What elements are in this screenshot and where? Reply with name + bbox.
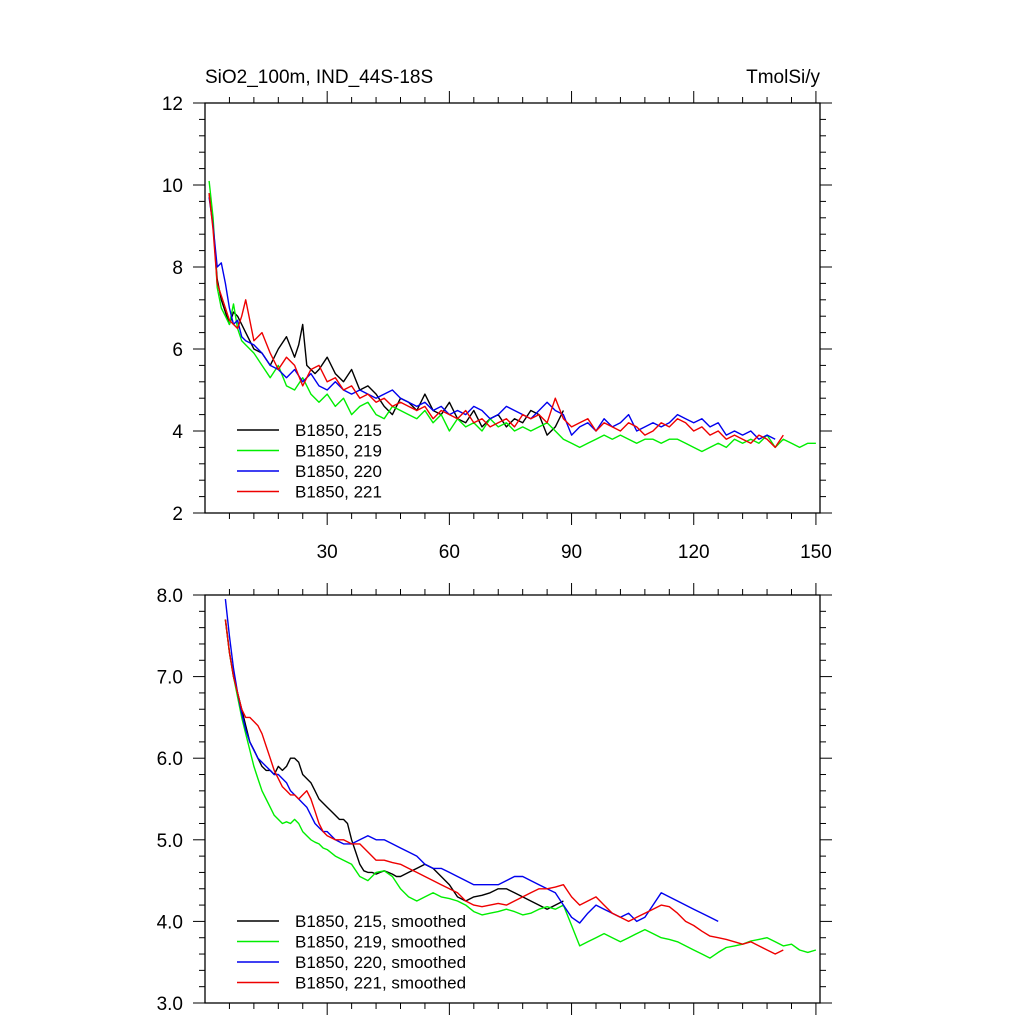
series-line-b1850-221 <box>208 193 784 449</box>
x-tick-label: 90 <box>561 542 582 563</box>
x-tick-label: 120 <box>678 542 710 563</box>
smoothed-chart-panel: 3.0 4.0 5.0 6.0 7.0 8.0 B1850, 215, smoothed B1… <box>157 583 832 1015</box>
y-tick-label: 12 <box>162 94 183 115</box>
y-tick-label: 6 <box>172 340 183 361</box>
x-tick-label: 150 <box>800 542 832 563</box>
legend-label-b1850-219: B1850, 219 <box>295 442 382 461</box>
legend-label-b1850-219-smoothed: B1850, 219, smoothed <box>295 933 466 952</box>
plot-frame <box>204 594 821 1004</box>
x-tick-label: 30 <box>317 542 338 563</box>
figure-title-left: SiO2_100m, IND_44S-18S <box>205 67 433 88</box>
x-tick-label: 60 <box>439 542 460 563</box>
plot-frame <box>204 102 821 514</box>
series-line-b1850-220-smoothed <box>224 599 719 924</box>
y-tick-label: 7.0 <box>157 668 183 689</box>
series-line-b1850-219 <box>208 180 816 453</box>
legend-label-b1850-220: B1850, 220 <box>295 462 382 481</box>
series-line-b1850-215 <box>208 193 565 436</box>
legend-label-b1850-220-smoothed: B1850, 220, smoothed <box>295 953 466 972</box>
series-line-b1850-220 <box>208 197 776 440</box>
y-tick-label: 6.0 <box>157 749 183 770</box>
legend-label-b1850-221: B1850, 221 <box>295 483 382 502</box>
series-line-b1850-219-smoothed <box>224 619 817 959</box>
legend-label-b1850-215-smoothed: B1850, 215, smoothed <box>295 912 466 931</box>
y-tick-label: 4 <box>172 422 183 443</box>
y-tick-label: 2 <box>172 504 183 525</box>
y-tick-label: 3.0 <box>157 994 183 1015</box>
y-tick-label: 8.0 <box>157 586 183 607</box>
y-tick-label: 8 <box>172 258 183 279</box>
legend-label-b1850-221-smoothed: B1850, 221, smoothed <box>295 974 466 993</box>
y-tick-label: 4.0 <box>157 912 183 933</box>
series-line-b1850-215-smoothed <box>224 619 564 910</box>
y-tick-label: 5.0 <box>157 831 183 852</box>
series-line-b1850-221-smoothed <box>224 619 784 955</box>
legend-label-b1850-215: B1850, 215 <box>295 421 382 440</box>
figure-title-right: TmolSi/y <box>746 67 820 88</box>
y-tick-label: 10 <box>162 176 183 197</box>
annual-chart-panel: 2 4 6 8 10 12 30 60 90 120 150 B1850, 215 B1850, 219… <box>162 91 832 563</box>
